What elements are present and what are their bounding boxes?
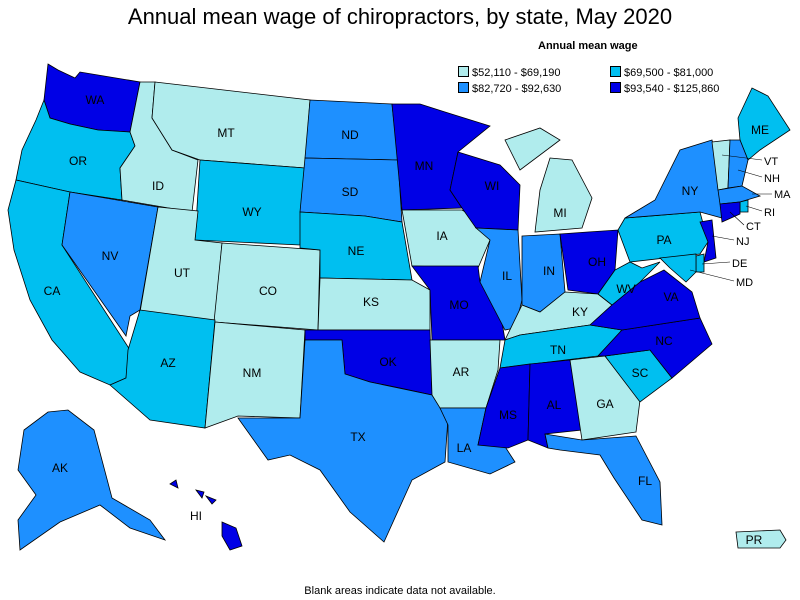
label-OK: OK (379, 355, 396, 369)
leader-RI (745, 205, 763, 212)
label-AZ: AZ (160, 356, 175, 370)
legend-label-1: $52,110 - $69,190 (472, 67, 561, 79)
label-VT: VT (764, 156, 778, 168)
label-ND: ND (341, 128, 359, 142)
legend-item-4: $93,540 - $125,860 (610, 82, 719, 95)
label-MO: MO (449, 298, 468, 312)
state-NJ[interactable] (699, 219, 717, 263)
label-MT: MT (217, 126, 235, 140)
state-DE[interactable] (695, 253, 705, 273)
label-IN: IN (543, 264, 555, 278)
label-MD: MD (736, 277, 753, 289)
legend-label-2: $69,500 - $81,000 (624, 67, 714, 79)
label-WA: WA (86, 93, 105, 107)
legend-label-3: $82,720 - $92,630 (472, 83, 562, 95)
label-ID: ID (152, 179, 164, 193)
label-MS: MS (499, 408, 517, 422)
label-OH: OH (588, 255, 606, 269)
state-labels: WA OR CA ID NV MT WY UT CO AZ NM ND SD N… (44, 93, 791, 547)
leader-CT (729, 211, 745, 226)
state-WV[interactable] (597, 261, 661, 306)
leader-DE (701, 261, 731, 265)
footnote: Blank areas indicate data not available. (304, 585, 496, 597)
label-LA: LA (457, 441, 472, 455)
state-MD[interactable] (659, 253, 697, 283)
label-WY: WY (242, 205, 261, 219)
state-shapes (7, 63, 791, 551)
label-NH: NH (764, 173, 780, 185)
state-MA[interactable] (717, 185, 762, 205)
label-FL: FL (638, 474, 652, 488)
state-NY[interactable] (624, 139, 727, 219)
label-IL: IL (502, 269, 512, 283)
label-SD: SD (342, 185, 359, 199)
label-KY: KY (572, 305, 588, 319)
label-AL: AL (547, 398, 562, 412)
label-HI: HI (190, 509, 202, 523)
state-NM[interactable] (204, 321, 306, 429)
label-WI: WI (485, 179, 500, 193)
legend-item-1: $52,110 - $69,190 (458, 66, 560, 79)
label-CO: CO (259, 284, 277, 298)
state-AK[interactable] (17, 409, 167, 551)
label-NJ: NJ (736, 236, 749, 248)
label-WV: WV (616, 282, 635, 296)
state-KS[interactable] (317, 277, 431, 331)
label-OR: OR (69, 154, 87, 168)
map-title: Annual mean wage of chiropractors, by st… (127, 4, 673, 29)
label-PR: PR (746, 533, 763, 547)
label-NE: NE (348, 244, 365, 258)
label-leader-lines (689, 154, 772, 282)
label-AK: AK (52, 461, 68, 475)
label-DE: DE (732, 258, 747, 270)
state-FL[interactable] (544, 433, 663, 526)
label-IA: IA (436, 229, 447, 243)
state-PR[interactable] (735, 529, 787, 549)
state-WY[interactable] (194, 159, 306, 246)
label-MN: MN (415, 159, 434, 173)
label-AR: AR (453, 365, 470, 379)
label-PA: PA (656, 233, 671, 247)
legend-item-2: $69,500 - $81,000 (610, 66, 713, 79)
legend-swatch-4 (610, 82, 621, 93)
label-CT: CT (746, 221, 761, 233)
leader-VT (721, 154, 763, 161)
label-NV: NV (102, 249, 119, 263)
legend-swatch-2 (610, 66, 621, 77)
legend-title: Annual mean wage (538, 40, 638, 52)
state-TX[interactable] (237, 339, 449, 543)
state-HI[interactable] (169, 479, 243, 551)
legend-label-4: $93,540 - $125,860 (624, 83, 720, 95)
label-KS: KS (363, 295, 379, 309)
label-MA: MA (774, 189, 791, 201)
leader-NH (737, 169, 763, 178)
label-SC: SC (632, 366, 649, 380)
legend-item-3: $82,720 - $92,630 (458, 82, 561, 95)
label-TX: TX (350, 430, 365, 444)
label-GA: GA (596, 397, 613, 411)
label-NY: NY (682, 184, 699, 198)
leader-MD (689, 269, 735, 282)
label-VA: VA (663, 290, 678, 304)
state-MI[interactable] (504, 127, 593, 233)
label-RI: RI (764, 207, 775, 219)
label-MI: MI (553, 206, 566, 220)
label-UT: UT (174, 266, 191, 280)
label-ME: ME (751, 123, 769, 137)
state-GA[interactable] (569, 355, 641, 441)
label-NC: NC (655, 334, 673, 348)
label-CA: CA (44, 284, 61, 298)
state-NH[interactable] (727, 139, 749, 189)
label-TN: TN (550, 343, 566, 357)
label-NM: NM (243, 366, 262, 380)
leader-NJ (711, 235, 735, 241)
legend-swatch-1 (458, 66, 469, 77)
legend-swatch-3 (458, 82, 469, 93)
